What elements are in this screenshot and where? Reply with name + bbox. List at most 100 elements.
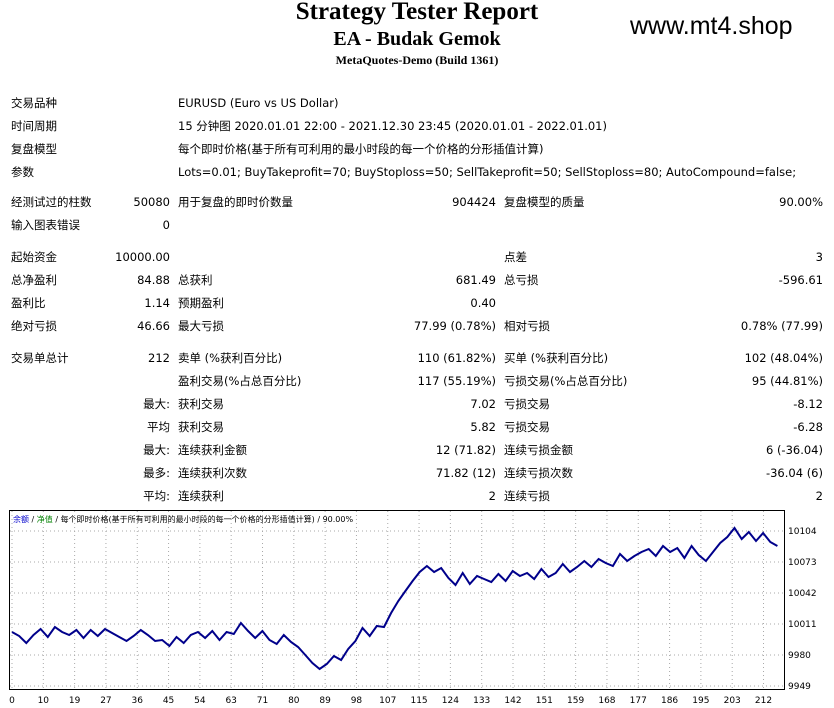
grossprofit-value: 681.49 — [455, 273, 496, 287]
x-tick-label: 80 — [288, 696, 300, 706]
params-value: Lots=0.01; BuyTakeprofit=70; BuyStoploss… — [178, 165, 797, 179]
profit-trades-value: 117 (55.19%) — [417, 374, 496, 388]
x-tick-label: 159 — [567, 696, 584, 706]
loss-trades-label: 亏损交易(%占总百分比) — [504, 374, 628, 388]
ticks-value: 904424 — [452, 195, 496, 209]
x-tick-label: 36 — [132, 696, 144, 706]
average-profit-value: 5.82 — [470, 420, 496, 434]
x-tick-label: 10 — [38, 696, 50, 706]
report-title: Strategy Tester Report — [295, 0, 539, 25]
maxcons-prefix: 最大: — [143, 443, 170, 457]
x-tick-label: 212 — [755, 696, 772, 706]
y-tick-label: 10104 — [788, 527, 817, 537]
legend-equity: 净值 — [37, 514, 53, 524]
avgcons-prefix: 平均: — [143, 489, 170, 503]
chart-legend: 余额 / 净值 / 每个即时价格(基于所有可利用的最小时段的每一个价格的分形插值… — [13, 514, 353, 524]
x-tick-label: 107 — [379, 696, 396, 706]
largest-prefix: 最大: — [143, 397, 170, 411]
params-label: 参数 — [11, 165, 34, 179]
x-tick-label: 0 — [9, 696, 15, 706]
avgcons-wins-label: 连续获利 — [178, 489, 224, 503]
deposit-label: 起始资金 — [11, 250, 57, 264]
y-tick-label: 10042 — [788, 589, 817, 599]
reldd-value: 0.78% (77.99) — [740, 319, 823, 333]
pf-label: 盈利比 — [11, 296, 46, 310]
average-loss-label: 亏损交易 — [504, 420, 550, 434]
watermark: www.mt4.shop — [630, 12, 793, 40]
x-tick-label: 98 — [351, 696, 363, 706]
period-value: 15 分钟图 2020.01.01 22:00 - 2021.12.30 23:… — [178, 119, 607, 133]
x-tick-label: 19 — [69, 696, 81, 706]
symbol-label: 交易品种 — [11, 96, 57, 110]
x-tick-label: 142 — [504, 696, 521, 706]
reldd-label: 相对亏损 — [504, 319, 550, 333]
x-tick-label: 115 — [410, 696, 427, 706]
grossprofit-label: 总获利 — [178, 273, 213, 287]
ticks-label: 用于复盘的即时价数量 — [178, 195, 293, 209]
x-tick-label: 71 — [257, 696, 268, 706]
short-label: 卖单 (%获利百分比) — [178, 351, 283, 365]
netprofit-label: 总净盈利 — [11, 273, 57, 287]
maxconsamt-losses-label: 连续亏损次数 — [504, 466, 573, 480]
maxcons-wins-value: 12 (71.82) — [435, 443, 496, 457]
x-tick-label: 168 — [598, 696, 615, 706]
y-tick-label: 9949 — [788, 682, 811, 692]
maxconsamt-losses-value: -36.04 (6) — [765, 466, 823, 480]
pf-value: 1.14 — [144, 296, 170, 310]
payoff-value: 0.40 — [470, 296, 496, 310]
average-prefix: 平均 — [147, 420, 170, 434]
long-value: 102 (48.04%) — [744, 351, 823, 365]
x-tick-label: 195 — [692, 696, 709, 706]
average-profit-label: 获利交易 — [178, 420, 224, 434]
x-tick-label: 177 — [630, 696, 647, 706]
grossloss-label: 总亏损 — [504, 273, 539, 287]
short-value: 110 (61.82%) — [417, 351, 496, 365]
average-loss-value: -6.28 — [793, 420, 823, 434]
x-tick-label: 133 — [473, 696, 490, 706]
mismatch-label: 输入图表错误 — [11, 218, 80, 232]
avgcons-losses-value: 2 — [815, 489, 823, 503]
maxcons-losses-value: 6 (-36.04) — [765, 443, 823, 457]
y-tick-label: 10011 — [788, 620, 817, 630]
model-label: 复盘模型 — [11, 142, 57, 156]
symbol-value: EURUSD (Euro vs US Dollar) — [178, 96, 339, 110]
mismatch-value: 0 — [162, 218, 170, 232]
largest-profit-label: 获利交易 — [178, 397, 224, 411]
x-tick-label: 151 — [536, 696, 553, 706]
absdd-value: 46.66 — [137, 319, 170, 333]
y-tick-label: 10073 — [788, 558, 817, 568]
profit-trades-label: 盈利交易(%占总百分比) — [178, 374, 302, 388]
quality-label: 复盘模型的质量 — [504, 195, 585, 209]
deposit-value: 10000.00 — [115, 250, 170, 264]
spread-label: 点差 — [504, 250, 527, 264]
x-tick-label: 89 — [319, 696, 331, 706]
largest-profit-value: 7.02 — [470, 397, 496, 411]
legend-desc: / 每个即时价格(基于所有可利用的最小时段的每一个价格的分形插值计算) / 90… — [53, 514, 354, 524]
trades-value: 212 — [148, 351, 170, 365]
chart-grid — [10, 511, 784, 690]
x-tick-label: 45 — [163, 696, 174, 706]
bars-value: 50080 — [133, 195, 170, 209]
period-label: 时间周期 — [11, 119, 57, 133]
legend-sep: / — [29, 515, 37, 524]
legend-balance: 余额 — [13, 514, 29, 524]
loss-trades-value: 95 (44.81%) — [751, 374, 823, 388]
grossloss-value: -596.61 — [778, 273, 823, 287]
chart-plot-area — [9, 510, 785, 690]
largest-loss-label: 亏损交易 — [504, 397, 550, 411]
long-label: 买单 (%获利百分比) — [504, 351, 609, 365]
y-tick-label: 9980 — [788, 651, 811, 661]
maxconsamt-prefix: 最多: — [143, 466, 170, 480]
build-info: MetaQuotes-Demo (Build 1361) — [335, 53, 499, 67]
maxdd-label: 最大亏损 — [178, 319, 224, 333]
model-value: 每个即时价格(基于所有可利用的最小时段的每一个价格的分形插值计算) — [178, 142, 544, 156]
x-tick-label: 63 — [225, 696, 236, 706]
avgcons-losses-label: 连续亏损 — [504, 489, 550, 503]
x-tick-label: 186 — [661, 696, 678, 706]
spread-value: 3 — [815, 250, 823, 264]
quality-value: 90.00% — [779, 195, 823, 209]
y-axis-ticks: 10104 10073 10042 10011 9980 9949 — [788, 527, 817, 692]
balance-chart: 余额 / 净值 / 每个即时价格(基于所有可利用的最小时段的每一个价格的分形插值… — [9, 510, 817, 706]
payoff-label: 预期盈利 — [178, 296, 224, 310]
avgcons-wins-value: 2 — [488, 489, 496, 503]
